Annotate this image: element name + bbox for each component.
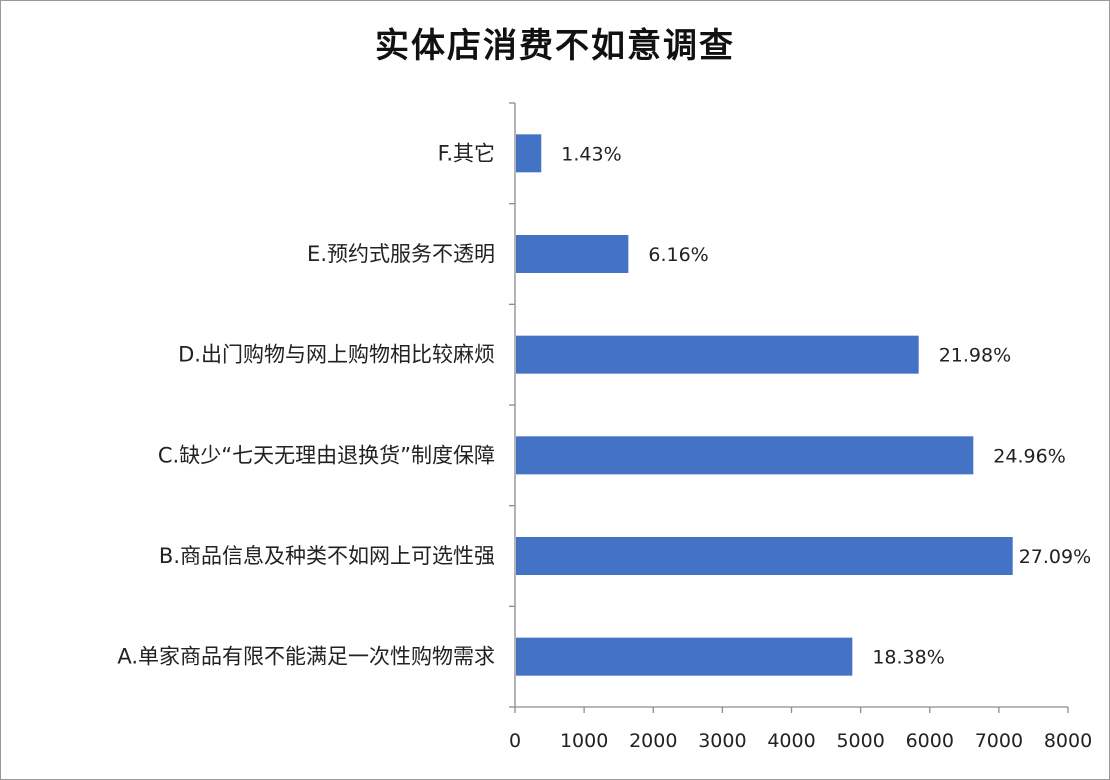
- category-label: A.单家商品有限不能满足一次性购物需求: [117, 645, 495, 669]
- data-label: 1.43%: [561, 143, 621, 165]
- x-tick-label: 4000: [767, 730, 815, 752]
- bar: [516, 436, 974, 475]
- x-tick-label: 7000: [975, 730, 1023, 752]
- x-tick-label: 6000: [906, 730, 954, 752]
- category-label: E.预约式服务不透明: [307, 242, 495, 266]
- bar: [516, 335, 919, 374]
- data-label: 18.38%: [872, 647, 944, 669]
- data-label: 24.96%: [993, 445, 1065, 467]
- bar: [516, 134, 542, 173]
- data-label: 6.16%: [648, 244, 708, 266]
- x-tick-label: 3000: [698, 730, 746, 752]
- category-label: D.出门购物与网上购物相比较麻烦: [178, 343, 495, 367]
- bar: [516, 637, 853, 676]
- chart-title: 实体店消费不如意调查: [375, 26, 735, 66]
- bar: [516, 235, 629, 273]
- x-tick-label: 0: [509, 730, 521, 752]
- data-label: 21.98%: [939, 345, 1011, 367]
- bar: [516, 537, 1013, 575]
- category-label: B.商品信息及种类不如网上可选性强: [159, 544, 495, 568]
- x-tick-label: 8000: [1044, 730, 1092, 752]
- category-label: C.缺少“七天无理由退换货”制度保障: [158, 443, 495, 467]
- x-tick-label: 1000: [560, 730, 608, 752]
- x-tick-label: 2000: [629, 730, 677, 752]
- x-tick-label: 5000: [836, 730, 884, 752]
- data-label: 27.09%: [1019, 546, 1091, 568]
- category-label: F.其它: [438, 141, 495, 165]
